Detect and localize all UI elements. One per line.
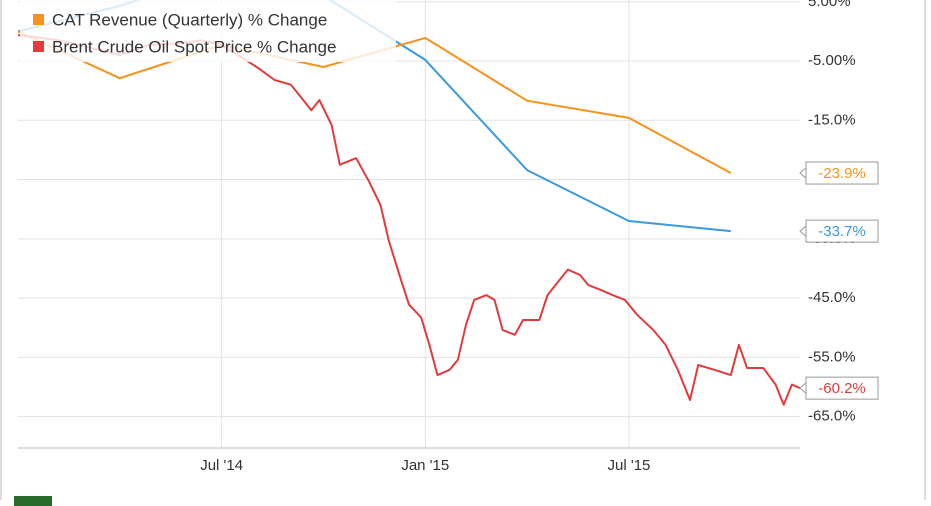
y-tick-label: 5.00% (808, 0, 851, 10)
legend-label: Brent Crude Oil Spot Price % Change (52, 37, 336, 56)
x-tick-label: Jan '15 (401, 457, 449, 474)
y-tick-label: -65.0% (808, 408, 856, 425)
legend-box (20, 0, 396, 62)
value-label: -23.9% (818, 165, 866, 182)
legend-swatch (33, 41, 44, 52)
value-label-box (805, 219, 879, 243)
value-label-box (805, 376, 879, 400)
series-line (18, 34, 800, 406)
logo (14, 496, 52, 506)
labels: 5.00%-5.00%-15.0%-25.0%-35.0%-45.0%-55.0… (200, 0, 879, 474)
y-tick-label: -55.0% (808, 348, 856, 365)
value-label: -33.7% (818, 223, 866, 240)
x-tick-label: Jul '14 (200, 457, 243, 474)
legend: CAT Revenue (Quarterly) % Change Brent Cr… (20, 0, 396, 62)
y-tick-label: -45.0% (808, 289, 856, 306)
y-tick-label: -15.0% (808, 111, 856, 128)
value-label: -60.2% (818, 380, 866, 397)
legend-label: CAT Revenue (Quarterly) % Change (52, 10, 327, 29)
value-label-box (805, 161, 879, 185)
legend-swatch (33, 14, 44, 25)
y-tick-label: -5.00% (808, 52, 856, 69)
x-tick-label: Jul '15 (607, 457, 650, 474)
